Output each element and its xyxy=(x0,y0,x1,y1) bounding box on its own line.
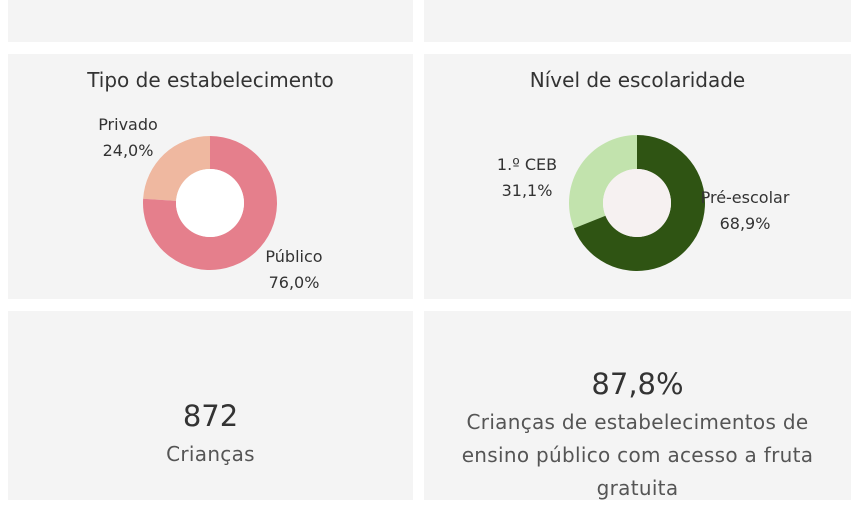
establishment-type-title: Tipo de estabelecimento xyxy=(87,68,334,92)
slice-label-1ceb-value: 31,1% xyxy=(501,181,553,200)
donut-hole xyxy=(176,169,244,237)
children-label: Crianças xyxy=(166,442,255,466)
slice-label-private-value: 24,0% xyxy=(102,141,154,160)
education-level-title: Nível de escolaridade xyxy=(529,68,746,92)
slice-label-1ceb-name: 1.º CEB xyxy=(496,155,558,174)
slice-private[interactable] xyxy=(143,136,210,201)
education-level-donut xyxy=(569,135,705,271)
children-count: 872 xyxy=(182,399,239,433)
fruit-access-kpi-panel: 87,8% Crianças de estabelecimentos de en… xyxy=(424,311,851,500)
fruit-access-percent: 87,8% xyxy=(591,367,684,401)
slice-label-preschool: Pré-escolar 68,9% xyxy=(692,185,798,237)
slice-preschool[interactable] xyxy=(573,135,705,271)
education-level-panel: Nível de escolaridade 1.º CEB 31,1% Pré-… xyxy=(424,54,851,299)
slice-1ceb[interactable] xyxy=(569,135,637,229)
slice-label-public: Público 76,0% xyxy=(258,244,330,296)
top-right-panel xyxy=(424,0,851,42)
establishment-type-panel: Tipo de estabelecimento Privado 24,0% Pú… xyxy=(8,54,413,299)
slice-public[interactable] xyxy=(142,136,277,270)
top-left-panel xyxy=(8,0,413,42)
slice-label-private-name: Privado xyxy=(98,115,158,134)
slice-label-1ceb: 1.º CEB 31,1% xyxy=(492,152,562,204)
slice-label-public-name: Público xyxy=(265,247,323,266)
slice-label-preschool-name: Pré-escolar xyxy=(700,188,790,207)
children-kpi-panel: 872 Crianças xyxy=(8,311,413,500)
establishment-type-donut xyxy=(142,136,277,270)
slice-label-preschool-value: 68,9% xyxy=(719,214,771,233)
fruit-access-label: Crianças de estabelecimentos de ensino p… xyxy=(461,410,814,500)
slice-label-private: Privado 24,0% xyxy=(93,112,163,164)
donut-hole xyxy=(603,169,671,237)
slice-label-public-value: 76,0% xyxy=(268,273,320,292)
